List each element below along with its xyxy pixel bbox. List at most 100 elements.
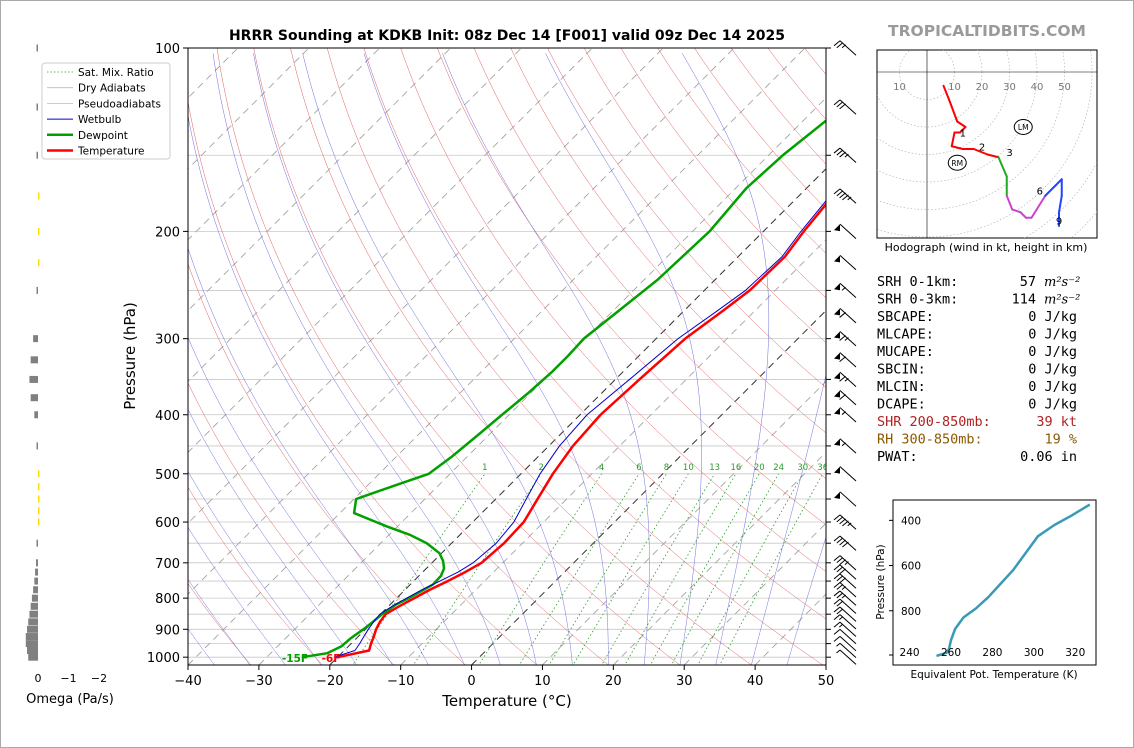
omega-panel: 0 −1 −2 bbox=[25, 44, 107, 685]
mixing-ratio-line bbox=[572, 473, 689, 665]
stat-value: 0 J/kg bbox=[1028, 362, 1077, 378]
y-tick-label: 400 bbox=[155, 409, 180, 424]
theta-e-x-tick-label: 280 bbox=[982, 647, 1002, 659]
theta-e-x-tick-label: 300 bbox=[1024, 647, 1044, 659]
stat-row: SRH 0-3km: 114 m²s⁻² bbox=[877, 292, 1080, 308]
mixing-ratio-label: 20 bbox=[754, 463, 765, 473]
stat-row: MUCAPE: 0 J/kg bbox=[877, 344, 1077, 360]
x-tick-label: 20 bbox=[605, 674, 622, 689]
wind-barb bbox=[833, 188, 857, 204]
x-tick-label: 40 bbox=[747, 674, 764, 689]
y-tick-label: 500 bbox=[155, 468, 180, 483]
legend-label: Sat. Mix. Ratio bbox=[78, 67, 154, 79]
dry-adiabat bbox=[583, 48, 826, 343]
mixing-ratio-label: 16 bbox=[731, 463, 742, 473]
legend-box bbox=[41, 62, 171, 160]
mixing-ratio-line bbox=[548, 473, 667, 665]
stat-value: 19 % bbox=[1044, 432, 1077, 448]
omega-bar bbox=[28, 618, 38, 626]
omega-bar bbox=[38, 227, 40, 235]
mixing-ratio-label: 10 bbox=[683, 463, 694, 473]
omega-bar bbox=[38, 495, 40, 503]
mixing-ratio-line bbox=[697, 473, 804, 665]
moist-adiabat bbox=[545, 53, 702, 665]
wind-barb bbox=[833, 147, 857, 163]
hodograph-segment bbox=[942, 84, 950, 101]
legend-label: Dewpoint bbox=[78, 130, 128, 142]
dry-adiabat bbox=[363, 48, 826, 620]
omega-bar bbox=[36, 539, 38, 547]
theta-e-y-axis-label: Pressure (hPa) bbox=[875, 544, 887, 619]
hodograph-segment bbox=[950, 145, 964, 150]
dry-adiabat bbox=[188, 382, 395, 665]
zero-isotherm bbox=[471, 309, 826, 665]
mixing-ratio-label: 4 bbox=[599, 463, 604, 473]
mixing-ratio-label: 8 bbox=[664, 463, 669, 473]
omega-bar bbox=[25, 640, 38, 648]
stat-value: 0 J/kg bbox=[1028, 327, 1077, 343]
theta-e-x-tick-label: 320 bbox=[1065, 647, 1085, 659]
surface-labels: -15F -6F bbox=[282, 653, 341, 665]
stat-value: 114 bbox=[1012, 292, 1036, 308]
mixing-ratio-label: 24 bbox=[773, 463, 784, 473]
isotherm-line bbox=[188, 48, 664, 524]
hodograph-segment bbox=[997, 156, 1008, 178]
profile-dewpoint bbox=[301, 119, 826, 659]
stat-row: MLCIN: 0 J/kg bbox=[877, 379, 1077, 395]
stat-row: SBCAPE: 0 J/kg bbox=[877, 309, 1077, 325]
minus20-isotherm bbox=[329, 168, 826, 665]
wind-barb bbox=[836, 649, 857, 665]
stat-label: SHR 200-850mb: bbox=[877, 414, 991, 430]
hodograph-segment bbox=[1044, 178, 1063, 197]
mixing-ratio-line bbox=[719, 473, 824, 665]
skewt-frame bbox=[187, 47, 827, 666]
wind-barb bbox=[834, 308, 857, 324]
y-tick-label: 800 bbox=[155, 592, 180, 607]
dry-adiabat bbox=[290, 48, 752, 665]
skewt-profiles bbox=[301, 119, 826, 659]
storm-motion-marker bbox=[947, 154, 967, 171]
legend-label: Wetbulb bbox=[78, 114, 122, 126]
theta-e-x-tick-label: 240 bbox=[900, 647, 920, 659]
omega-bar bbox=[30, 602, 38, 610]
hodograph-plot: 10 10 20 30 40 50 1 2 3 6 9 LM RM bbox=[877, 50, 1097, 238]
omega-bar bbox=[30, 394, 38, 402]
y-tick-label: 200 bbox=[155, 225, 180, 240]
dry-adiabat bbox=[216, 48, 609, 665]
mixing-ratio-line bbox=[601, 473, 715, 665]
surface-temperature-label: -6F bbox=[322, 653, 341, 665]
wind-barb bbox=[834, 223, 857, 239]
omega-bar bbox=[29, 375, 38, 383]
omega-bar bbox=[33, 335, 38, 343]
stat-label: RH 300-850mb: bbox=[877, 432, 983, 448]
storm-motion-label: LM bbox=[1018, 123, 1029, 132]
wind-barbs bbox=[833, 40, 857, 665]
hodograph-panel: 10 10 20 30 40 50 1 2 3 6 9 LM RM Hodograph (wind in… bbox=[876, 49, 1098, 254]
mixing-ratio-line bbox=[412, 473, 542, 665]
site-watermark: TROPICALTIDBITS.COM bbox=[888, 22, 1086, 40]
stat-label: PWAT: bbox=[877, 449, 918, 465]
hodograph-segment bbox=[1019, 211, 1027, 219]
hodograph-ring-label: 40 bbox=[1031, 82, 1044, 93]
skewt-axes: −40 −30 −20 −10 0 10 20 30 40 50 100 200 300 400 500 60… bbox=[147, 42, 834, 689]
omega-bar bbox=[28, 653, 38, 661]
wind-barb bbox=[833, 555, 857, 571]
omega-bar bbox=[38, 259, 40, 267]
x-tick-label: 0 bbox=[467, 674, 475, 689]
stat-value: 0 J/kg bbox=[1028, 397, 1077, 413]
stat-label: SRH 0-3km: bbox=[877, 292, 958, 308]
theta-e-y-tick-label: 800 bbox=[901, 606, 921, 618]
hodograph-ring-label: 20 bbox=[976, 82, 989, 93]
x-tick-label: 10 bbox=[534, 674, 551, 689]
stat-unit: m²s⁻² bbox=[1044, 293, 1080, 308]
omega-bar bbox=[25, 633, 38, 641]
mixing-ratio-line bbox=[352, 473, 486, 665]
omega-bar bbox=[36, 151, 38, 159]
skewt-y-axis-label: Pressure (hPa) bbox=[121, 302, 139, 410]
moist-adiabat bbox=[188, 114, 465, 665]
theta-e-x-tick-label: 260 bbox=[941, 647, 961, 659]
y-tick-label: 1000 bbox=[147, 651, 180, 666]
stat-label: SBCAPE: bbox=[877, 309, 934, 325]
